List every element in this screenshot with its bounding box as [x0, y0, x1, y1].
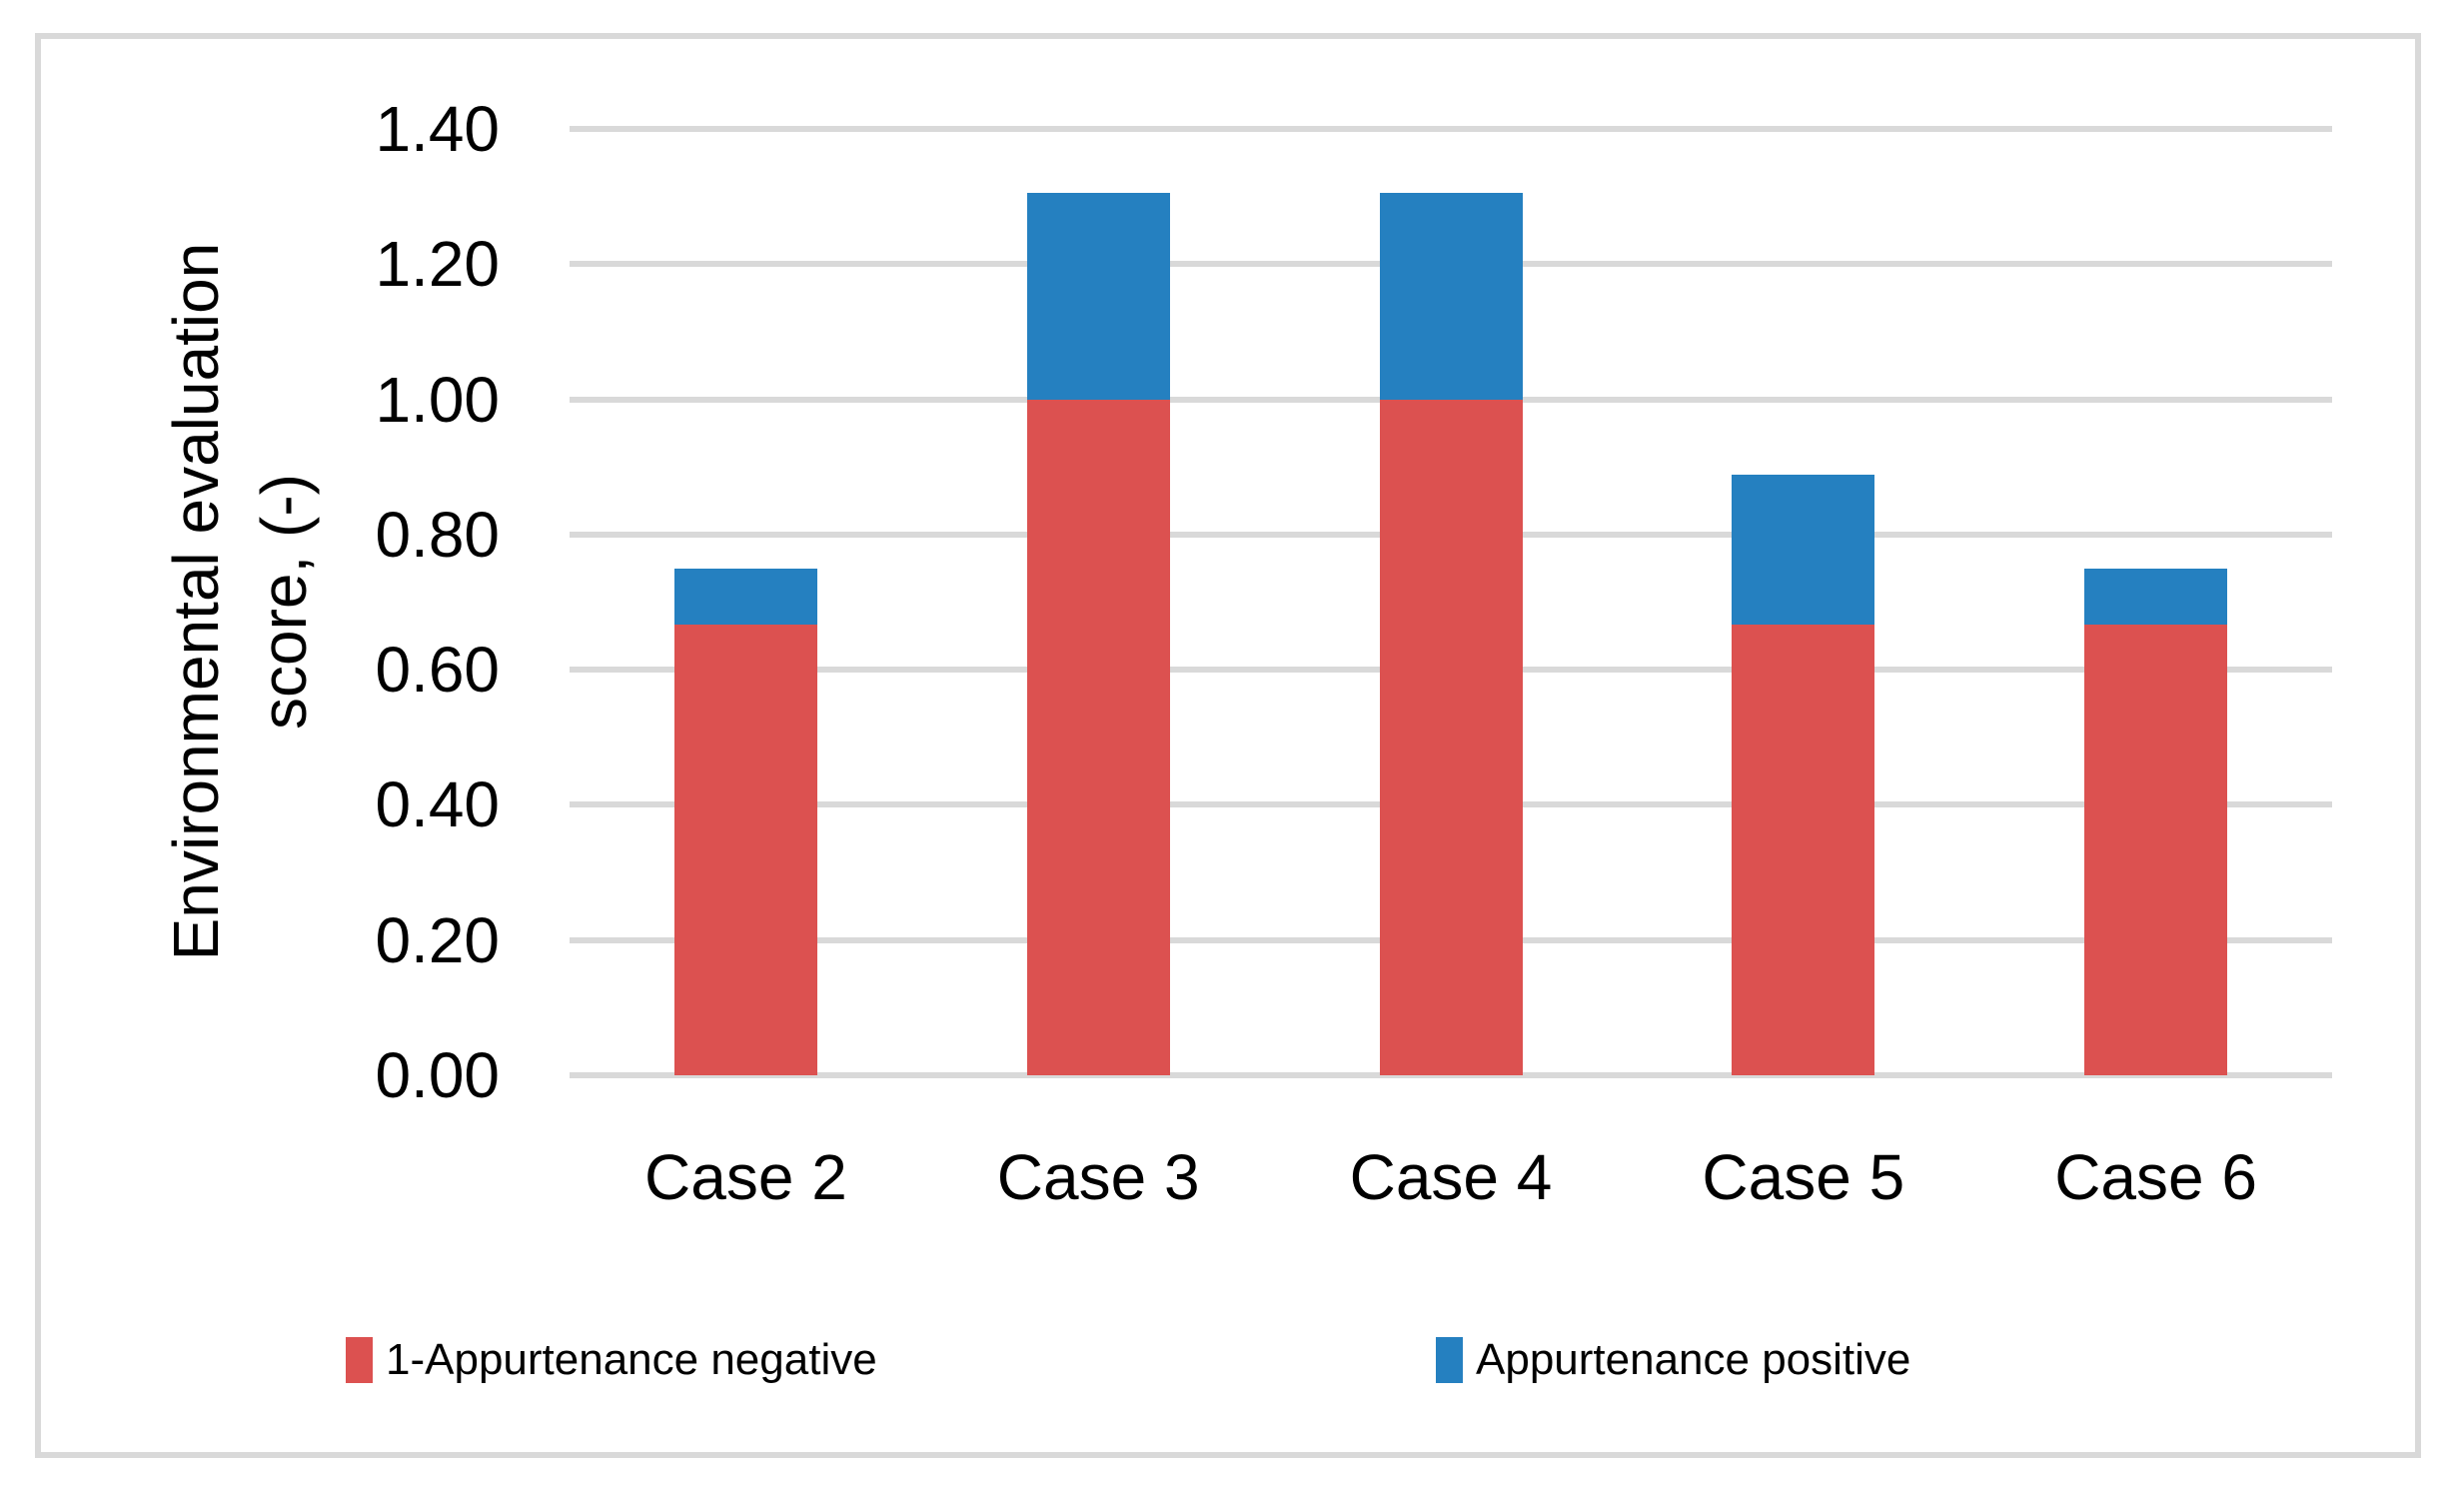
figure-border [35, 33, 2421, 1458]
y-axis-tick-label: 0.40 [375, 768, 500, 841]
y-axis-title-line1: Environmental evaluation [160, 242, 232, 961]
gridline-0.00 [570, 1072, 2332, 1078]
bar-segment-case-4-positive [1379, 192, 1523, 400]
y-axis-title: Environmental evaluation score, (-) [152, 52, 332, 1151]
x-axis-label-case-2: Case 2 [644, 1141, 847, 1213]
bar-segment-case-2-positive [673, 568, 817, 625]
bar-segment-case-6-positive [2084, 568, 2228, 625]
bar-segment-case-3-negative [1026, 399, 1170, 1075]
y-axis-tick-label: 0.00 [375, 1039, 500, 1111]
x-axis-label-case-4: Case 4 [1349, 1141, 1553, 1213]
y-axis-title-line2: score, (-) [248, 474, 320, 730]
bar-segment-case-5-positive [1732, 474, 1875, 625]
legend-swatch-positive [1436, 1337, 1463, 1383]
bar-segment-case-6-negative [2084, 624, 2228, 1075]
x-axis-label-case-6: Case 6 [2054, 1141, 2257, 1213]
bar-segment-case-3-positive [1026, 192, 1170, 400]
x-axis-label-case-3: Case 3 [996, 1141, 1200, 1213]
y-axis-tick-label: 1.00 [375, 363, 500, 436]
y-axis-tick-label: 0.60 [375, 634, 500, 707]
y-axis-tick-label: 0.20 [375, 903, 500, 976]
legend-label-negative: 1-Appurtenance negative [386, 1335, 877, 1384]
legend-item-positive: Appurtenance positive [1436, 1329, 1910, 1391]
bar-segment-case-2-negative [673, 624, 817, 1075]
gridline-1.40 [570, 126, 2332, 132]
y-axis-tick-label: 1.40 [375, 93, 500, 165]
x-axis-label-case-5: Case 5 [1702, 1141, 1905, 1213]
legend: 1-Appurtenance negative Appurtenance pos… [0, 1329, 2464, 1391]
legend-item-negative: 1-Appurtenance negative [346, 1329, 877, 1391]
legend-label-positive: Appurtenance positive [1476, 1335, 1911, 1384]
legend-swatch-negative [346, 1337, 373, 1383]
y-axis-tick-label: 0.80 [375, 498, 500, 571]
y-axis-tick-label: 1.20 [375, 228, 500, 301]
bar-segment-case-5-negative [1732, 624, 1875, 1075]
bar-segment-case-4-negative [1379, 399, 1523, 1075]
